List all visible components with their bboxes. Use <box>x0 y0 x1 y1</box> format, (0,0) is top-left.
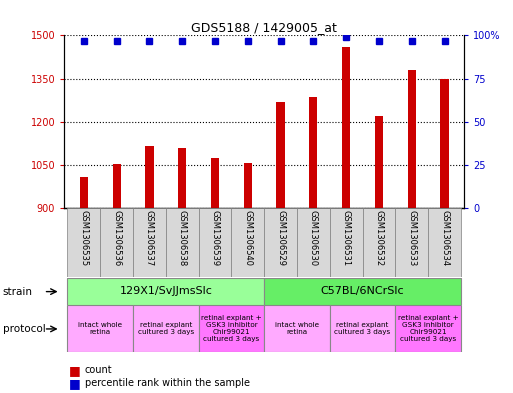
Bar <box>133 305 199 352</box>
Text: GSM1306539: GSM1306539 <box>210 210 220 266</box>
Text: retinal explant +
GSK3 inhibitor
Chir99021
cultured 3 days: retinal explant + GSK3 inhibitor Chir990… <box>398 315 459 342</box>
Text: retinal explant
cultured 3 days: retinal explant cultured 3 days <box>334 322 391 335</box>
Bar <box>363 208 396 277</box>
Text: ■: ■ <box>69 364 81 377</box>
Bar <box>264 305 330 352</box>
Bar <box>330 208 363 277</box>
Bar <box>277 102 285 208</box>
Bar <box>408 70 416 208</box>
Bar <box>264 208 297 277</box>
Bar <box>80 176 88 208</box>
Text: GSM1306540: GSM1306540 <box>243 210 252 266</box>
Text: GSM1306529: GSM1306529 <box>276 210 285 266</box>
Bar <box>211 158 219 208</box>
Text: C57BL/6NCrSlc: C57BL/6NCrSlc <box>321 286 404 296</box>
Bar <box>297 208 330 277</box>
Text: GSM1306530: GSM1306530 <box>309 210 318 266</box>
Bar <box>133 208 166 277</box>
Text: intact whole
retina: intact whole retina <box>275 322 319 335</box>
Bar <box>244 163 252 208</box>
Bar <box>396 208 428 277</box>
Text: retinal explant +
GSK3 inhibitor
Chir99021
cultured 3 days: retinal explant + GSK3 inhibitor Chir990… <box>201 315 262 342</box>
Bar <box>264 278 461 305</box>
Bar <box>428 208 461 277</box>
Text: 129X1/SvJJmsSlc: 129X1/SvJJmsSlc <box>120 286 212 296</box>
Bar <box>309 97 318 208</box>
Text: percentile rank within the sample: percentile rank within the sample <box>85 378 250 388</box>
Bar <box>166 208 199 277</box>
Text: GSM1306535: GSM1306535 <box>80 210 88 266</box>
Bar <box>199 305 264 352</box>
Bar <box>441 79 449 208</box>
Bar <box>342 47 350 208</box>
Text: GSM1306534: GSM1306534 <box>440 210 449 266</box>
Text: strain: strain <box>3 286 32 297</box>
Bar <box>100 208 133 277</box>
Text: protocol: protocol <box>3 324 45 334</box>
Text: GSM1306536: GSM1306536 <box>112 210 121 266</box>
Bar <box>145 146 153 208</box>
Text: ■: ■ <box>69 376 81 390</box>
Bar <box>330 305 396 352</box>
Text: GSM1306537: GSM1306537 <box>145 210 154 266</box>
Text: retinal explant
cultured 3 days: retinal explant cultured 3 days <box>137 322 194 335</box>
Bar <box>67 305 133 352</box>
Text: GSM1306533: GSM1306533 <box>407 210 416 266</box>
Bar <box>67 208 100 277</box>
Bar <box>199 208 231 277</box>
Title: GDS5188 / 1429005_at: GDS5188 / 1429005_at <box>191 21 337 34</box>
Text: GSM1306532: GSM1306532 <box>374 210 384 266</box>
Bar <box>178 148 186 208</box>
Bar <box>67 278 264 305</box>
Text: GSM1306531: GSM1306531 <box>342 210 351 266</box>
Bar <box>396 305 461 352</box>
Bar <box>231 208 264 277</box>
Text: GSM1306538: GSM1306538 <box>177 210 187 266</box>
Bar <box>112 163 121 208</box>
Text: intact whole
retina: intact whole retina <box>78 322 122 335</box>
Text: count: count <box>85 365 112 375</box>
Bar <box>375 116 383 208</box>
